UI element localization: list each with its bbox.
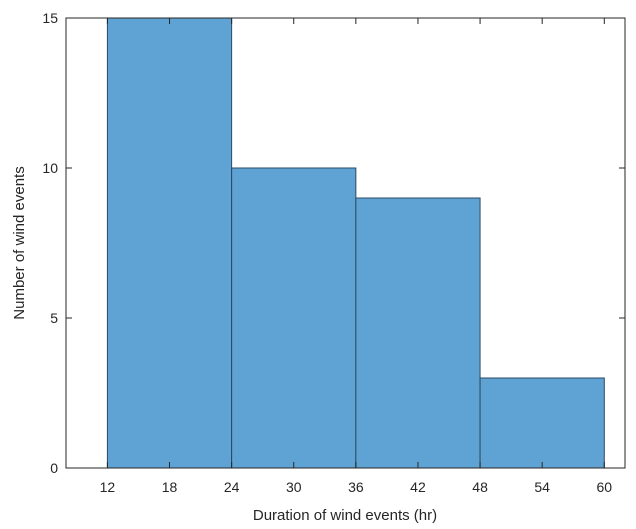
histogram-bar-1 (106, 17, 233, 469)
axes-box (65, 17, 626, 469)
y-tick-label: 5 (50, 310, 58, 326)
x-tick-label: 42 (410, 479, 426, 495)
x-axis-title: Duration of wind events (hr) (253, 507, 437, 524)
x-tick-label: 18 (162, 479, 178, 495)
histogram-bar-3 (355, 197, 481, 469)
y-axis-title: Number of wind events (11, 166, 28, 319)
x-tick-label: 54 (534, 479, 550, 495)
x-tick-label: 60 (597, 479, 613, 495)
x-ticks-group: 12 18 24 30 36 42 48 54 60 (100, 18, 613, 495)
x-tick-label: 24 (224, 479, 240, 495)
bars-group (106, 17, 605, 469)
y-ticks-group: 0 5 10 15 (42, 10, 625, 476)
y-tick-label: 0 (50, 460, 58, 476)
x-tick-label: 12 (100, 479, 116, 495)
histogram-bar-2 (231, 167, 357, 469)
histogram-bar-4 (479, 377, 605, 469)
x-tick-label: 36 (348, 479, 364, 495)
x-tick-label: 30 (286, 479, 302, 495)
y-tick-label: 15 (42, 10, 58, 26)
axes-group (65, 17, 626, 469)
y-tick-label: 10 (42, 160, 58, 176)
x-tick-label: 48 (472, 479, 488, 495)
